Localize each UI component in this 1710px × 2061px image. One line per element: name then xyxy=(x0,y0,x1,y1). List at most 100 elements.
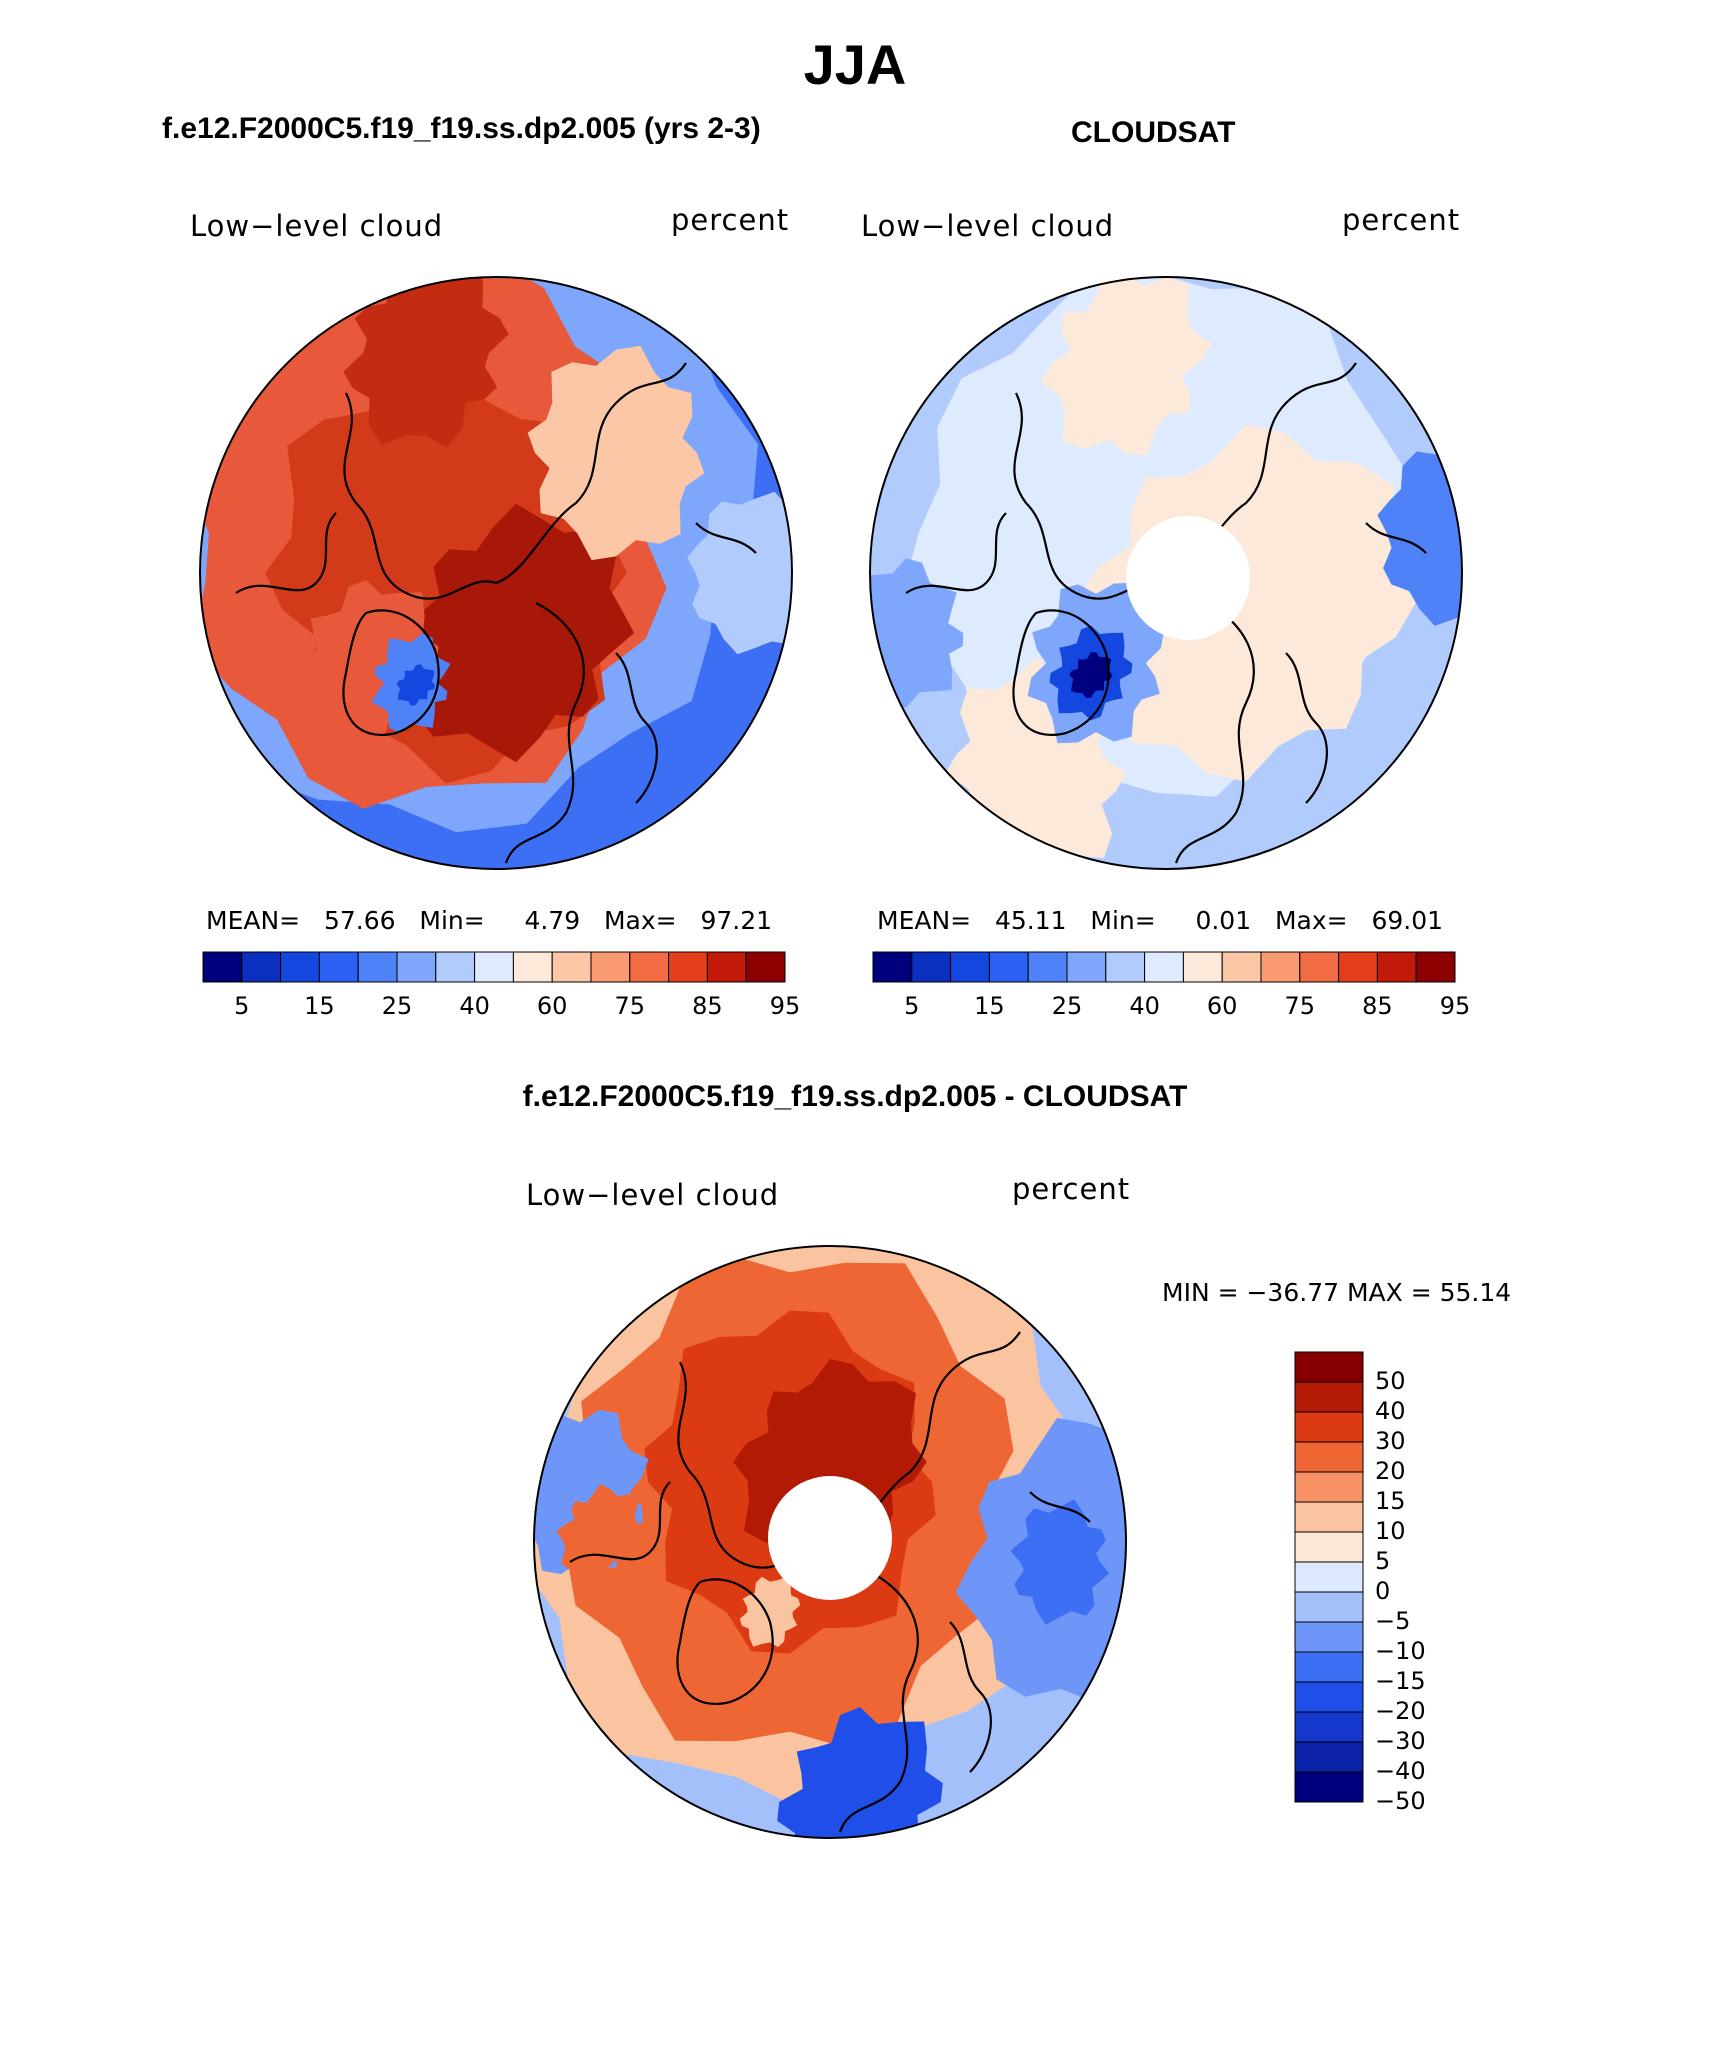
coastline xyxy=(695,522,757,554)
cloud-contour xyxy=(739,1576,801,1648)
colorbar-tick-label: 40 xyxy=(459,992,490,1020)
colorbar-box xyxy=(1182,951,1223,983)
colorbar-tick-label: −50 xyxy=(1375,1787,1426,1815)
colorbar-box xyxy=(1066,951,1107,983)
coastline xyxy=(838,1571,919,1833)
colorbar-box xyxy=(357,951,398,983)
colorbar-box xyxy=(474,951,514,983)
colorbar-box xyxy=(1415,951,1456,983)
colorbar-box xyxy=(745,951,786,983)
difference-units-label: percent xyxy=(1012,1172,1131,1206)
difference-heading: f.e12.F2000C5.f19_f19.ss.dp2.005 - CLOUD… xyxy=(522,1080,1188,1113)
model-polar-map xyxy=(199,276,793,870)
colorbar-box xyxy=(1294,1591,1364,1623)
colorbar-tick-label: 85 xyxy=(692,992,723,1020)
cloud-contour xyxy=(1069,652,1113,698)
colorbar-box xyxy=(435,951,476,983)
colorbar-box xyxy=(1294,1441,1364,1473)
colorbar-tick-label: −40 xyxy=(1375,1757,1426,1785)
colorbar-tick-label: 60 xyxy=(536,992,568,1020)
colorbar-box xyxy=(202,951,243,983)
colorbar-box xyxy=(911,951,952,983)
colorbar-box xyxy=(1294,1351,1364,1383)
model-max-label: Max= xyxy=(603,906,677,935)
colorbar-tick-label: 10 xyxy=(1375,1517,1406,1545)
colorbar-box xyxy=(1294,1501,1364,1533)
model-units-label: percent xyxy=(671,203,790,237)
colorbar-box xyxy=(1294,1741,1364,1773)
cloud-contour xyxy=(397,664,435,706)
colorbar-tick-label: 75 xyxy=(1284,992,1316,1020)
obs-variable-label: Low−level cloud xyxy=(861,209,1115,243)
colorbar-box xyxy=(1294,1681,1364,1713)
coastline xyxy=(615,652,658,804)
model-variable-label: Low−level cloud xyxy=(190,209,444,243)
obs-mean-value: 45.11 xyxy=(994,906,1067,935)
colorbar-box xyxy=(396,951,437,983)
colorbar-box xyxy=(668,951,708,983)
coastline xyxy=(569,1481,671,1563)
colorbar-box xyxy=(1294,1651,1364,1683)
colorbar-box xyxy=(1376,951,1417,983)
colorbar-tick-label: 5 xyxy=(904,992,920,1020)
coastline xyxy=(235,512,337,594)
colorbar-tick-label: 25 xyxy=(381,992,413,1020)
obs-max-label: Max= xyxy=(1274,906,1348,935)
obs-units-label: percent xyxy=(1342,203,1461,237)
colorbar-box xyxy=(1294,1711,1364,1743)
obs-max-value: 69.01 xyxy=(1371,906,1444,935)
colorbar-tick-label: 95 xyxy=(1439,992,1471,1020)
difference-colorbar xyxy=(1294,1351,1364,1803)
colorbar-tick-label: 30 xyxy=(1375,1427,1406,1455)
colorbar-box xyxy=(950,951,990,983)
colorbar-tick-label: −5 xyxy=(1375,1607,1411,1635)
colorbar-box xyxy=(1338,951,1378,983)
coastline xyxy=(905,512,1007,594)
colorbar-tick-label: 60 xyxy=(1206,992,1238,1020)
colorbar-box xyxy=(1294,1411,1364,1443)
colorbar-tick-label: 15 xyxy=(304,992,335,1020)
colorbar-box xyxy=(1294,1381,1364,1413)
model-mean-value: 57.66 xyxy=(323,906,396,935)
coastline xyxy=(504,602,585,864)
model-colorbar xyxy=(202,951,786,983)
colorbar-tick-label: 5 xyxy=(1375,1547,1391,1575)
colorbar-tick-label: 75 xyxy=(614,992,646,1020)
pole-hole xyxy=(768,1476,892,1600)
map-border xyxy=(199,276,793,870)
obs-mean-label: MEAN= xyxy=(877,906,972,935)
colorbar-tick-label: 50 xyxy=(1375,1367,1406,1395)
coastline xyxy=(1174,602,1255,864)
cloud-contour xyxy=(397,503,635,763)
colorbar-box xyxy=(1294,1561,1364,1593)
coastline xyxy=(1285,652,1328,804)
difference-colorbar-ticks: 50 40 30 20 15 10 5 0 −5 −10 −15 −20 −30 −40 −50 xyxy=(1375,1352,1495,1815)
obs-panel-heading: CLOUDSAT xyxy=(1071,116,1236,149)
colorbar-tick-label: 25 xyxy=(1051,992,1083,1020)
coastline xyxy=(1365,522,1427,554)
obs-colorbar-ticks: 5 15 25 40 60 75 85 95 xyxy=(873,992,1470,1022)
colorbar-tick-label: 0 xyxy=(1375,1577,1391,1605)
colorbar-box xyxy=(1144,951,1184,983)
model-min-value: 4.79 xyxy=(524,906,581,935)
colorbar-box xyxy=(629,951,670,983)
colorbar-tick-label: −30 xyxy=(1375,1727,1426,1755)
model-mean-label: MEAN= xyxy=(206,906,301,935)
obs-min-label: Min= xyxy=(1090,906,1156,935)
cloud-contour xyxy=(343,277,509,448)
cloud-contour xyxy=(556,1484,644,1580)
coastline xyxy=(676,1578,774,1705)
difference-variable-label: Low−level cloud xyxy=(526,1178,780,1212)
model-max-value: 97.21 xyxy=(700,906,773,935)
coastline xyxy=(1012,609,1110,736)
colorbar-tick-label: −20 xyxy=(1375,1697,1426,1725)
colorbar-tick-label: −10 xyxy=(1375,1637,1426,1665)
colorbar-box xyxy=(318,951,359,983)
colorbar-box xyxy=(512,951,553,983)
obs-polar-map xyxy=(869,276,1463,870)
coastline xyxy=(949,1621,992,1773)
cloud-contour xyxy=(1377,440,1462,626)
pole-hole xyxy=(1126,516,1250,640)
colorbar-box xyxy=(241,951,282,983)
colorbar-box xyxy=(590,951,631,983)
